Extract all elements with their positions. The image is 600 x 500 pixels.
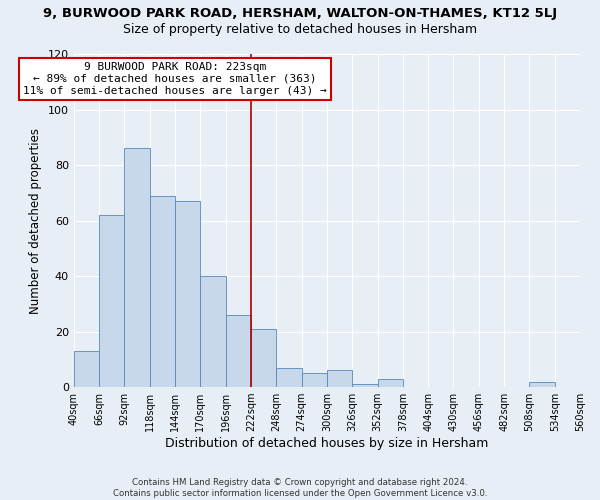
- Bar: [200, 276, 226, 387]
- Bar: [226, 315, 251, 387]
- Text: Size of property relative to detached houses in Hersham: Size of property relative to detached ho…: [123, 22, 477, 36]
- Text: Contains HM Land Registry data © Crown copyright and database right 2024.
Contai: Contains HM Land Registry data © Crown c…: [113, 478, 487, 498]
- Bar: [124, 148, 150, 387]
- X-axis label: Distribution of detached houses by size in Hersham: Distribution of detached houses by size …: [165, 437, 488, 450]
- Bar: [150, 196, 175, 387]
- Bar: [277, 368, 302, 387]
- Bar: [175, 201, 200, 387]
- Bar: [302, 373, 327, 387]
- Bar: [99, 215, 124, 387]
- Text: 9, BURWOOD PARK ROAD, HERSHAM, WALTON-ON-THAMES, KT12 5LJ: 9, BURWOOD PARK ROAD, HERSHAM, WALTON-ON…: [43, 8, 557, 20]
- Bar: [377, 379, 403, 387]
- Bar: [251, 329, 277, 387]
- Bar: [74, 351, 99, 387]
- Y-axis label: Number of detached properties: Number of detached properties: [29, 128, 43, 314]
- Bar: [352, 384, 377, 387]
- Bar: [529, 382, 554, 387]
- Text: 9 BURWOOD PARK ROAD: 223sqm
← 89% of detached houses are smaller (363)
11% of se: 9 BURWOOD PARK ROAD: 223sqm ← 89% of det…: [23, 62, 327, 96]
- Bar: [327, 370, 352, 387]
